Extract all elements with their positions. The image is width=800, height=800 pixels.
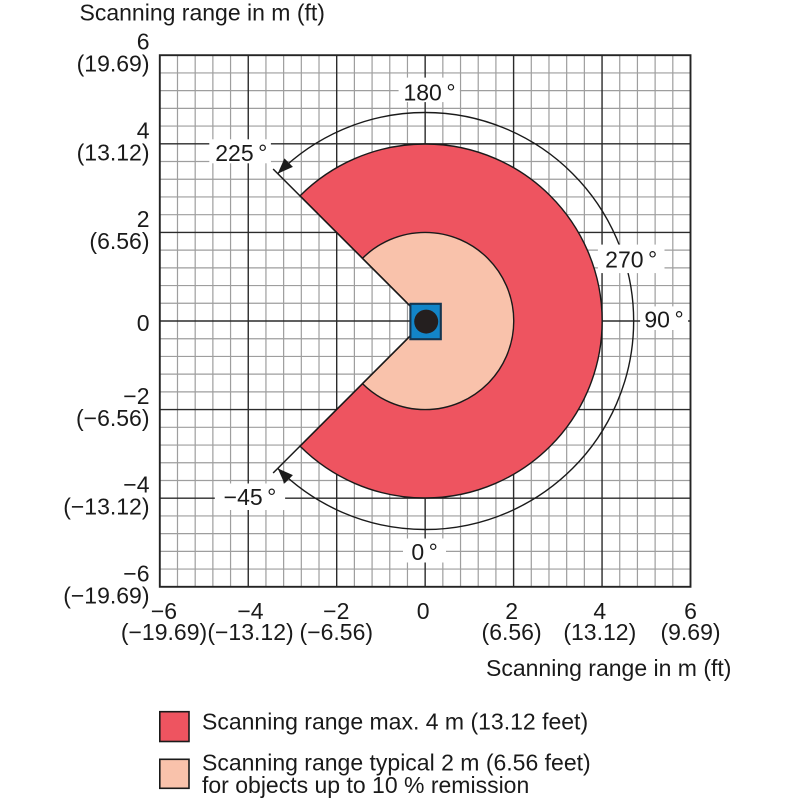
- svg-text:−4: −4: [123, 472, 149, 498]
- svg-text:(6.56): (6.56): [482, 619, 542, 645]
- svg-text:−4: −4: [237, 598, 263, 624]
- svg-text:−2: −2: [123, 383, 149, 409]
- svg-text:0: 0: [417, 598, 430, 624]
- svg-text:225°: 225 °: [215, 140, 267, 166]
- svg-text:Scanning range typical 2 m (6.: Scanning range typical 2 m (6.56 feet): [202, 750, 591, 776]
- svg-text:4: 4: [593, 598, 606, 624]
- svg-text:Scanning range max. 4 m (13.12: Scanning range max. 4 m (13.12 feet): [202, 709, 588, 735]
- svg-text:2: 2: [137, 206, 150, 232]
- svg-text:(−13.12): (−13.12): [63, 494, 149, 520]
- svg-text:(−6.56): (−6.56): [76, 405, 150, 431]
- svg-text:−6: −6: [151, 598, 177, 624]
- svg-text:(−19.69): (−19.69): [121, 619, 207, 645]
- svg-text:180°: 180 °: [403, 80, 455, 106]
- svg-text:(13.12): (13.12): [77, 139, 150, 165]
- svg-text:(−13.12): (−13.12): [207, 619, 293, 645]
- svg-text:6: 6: [684, 598, 697, 624]
- svg-text:−45°: −45 °: [224, 484, 277, 510]
- svg-text:for objects up to 10 % remissi: for objects up to 10 % remission: [202, 772, 529, 798]
- svg-text:(13.12): (13.12): [563, 619, 636, 645]
- svg-text:6: 6: [137, 29, 150, 55]
- svg-text:Scanning range in m (ft): Scanning range in m (ft): [80, 0, 325, 26]
- svg-text:(−19.69): (−19.69): [63, 582, 149, 608]
- svg-text:Scanning range in m (ft): Scanning range in m (ft): [486, 655, 731, 681]
- svg-text:0: 0: [137, 310, 150, 336]
- svg-text:−6: −6: [123, 560, 149, 586]
- svg-text:(−6.56): (−6.56): [300, 619, 374, 645]
- svg-text:(6.56): (6.56): [89, 228, 149, 254]
- svg-text:(19.69): (19.69): [77, 51, 150, 77]
- svg-text:270°: 270 °: [605, 246, 657, 272]
- svg-text:4: 4: [137, 117, 150, 143]
- svg-text:−2: −2: [323, 598, 349, 624]
- svg-text:(9.69): (9.69): [660, 619, 720, 645]
- svg-text:2: 2: [505, 598, 518, 624]
- svg-text:90°: 90 °: [644, 306, 683, 332]
